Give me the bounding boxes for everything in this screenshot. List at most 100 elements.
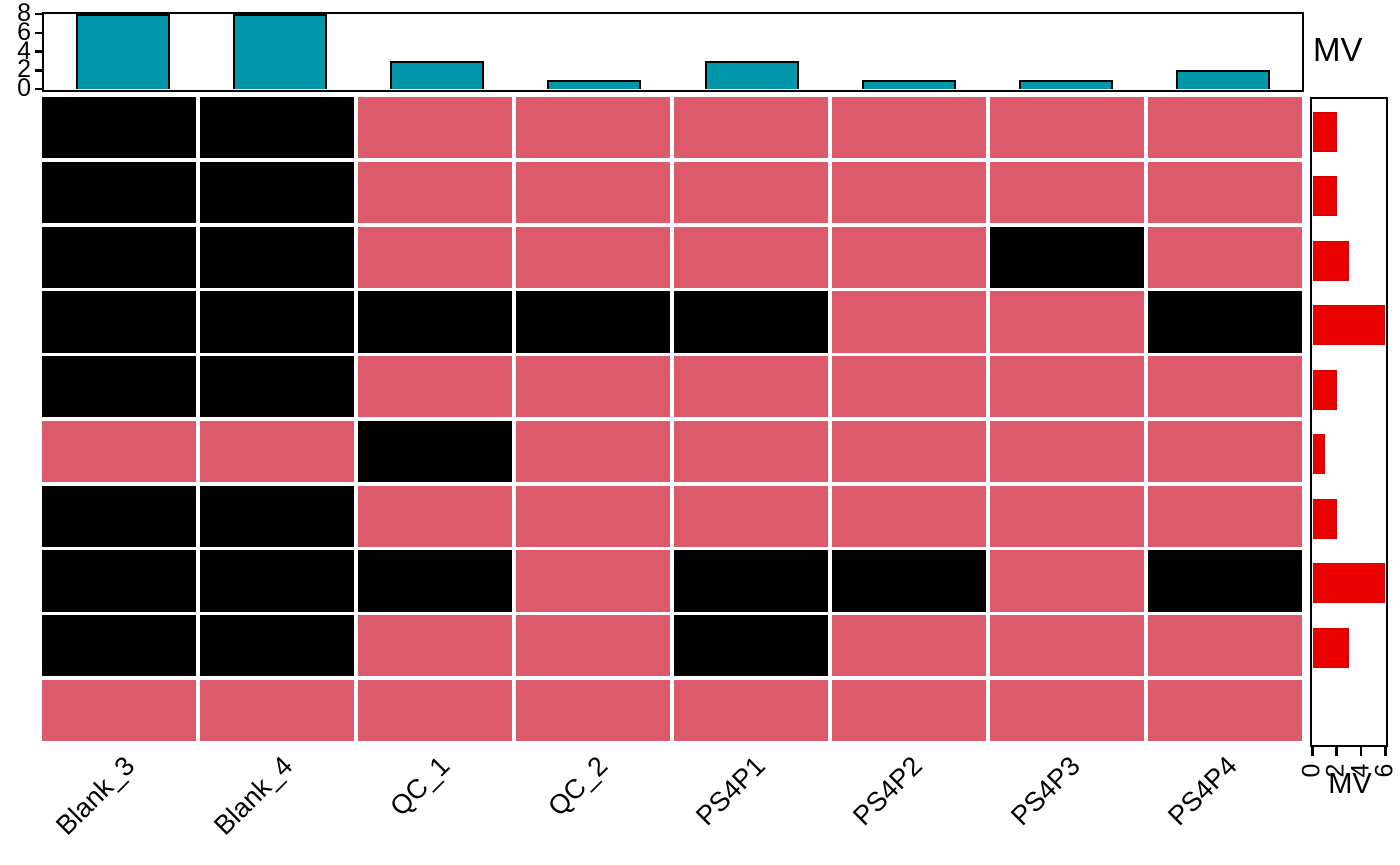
x-axis-tick bbox=[1335, 747, 1338, 756]
heatmap-cell-r6-PS4P1 bbox=[673, 420, 829, 482]
heatmap-cell-r9-Blank_3 bbox=[42, 615, 197, 677]
heatmap-cell-r9-PS4P4 bbox=[1147, 615, 1302, 677]
x-axis-tick bbox=[1384, 747, 1387, 756]
heatmap-cell-r5-QC_2 bbox=[515, 356, 671, 418]
heatmap-cell-r3-QC_1 bbox=[357, 226, 513, 288]
column-label-PS4P1: PS4P1 bbox=[689, 750, 771, 832]
y-axis-tick-label: 6 bbox=[17, 17, 31, 46]
heatmap-cell-r8-PS4P4 bbox=[1147, 550, 1302, 612]
heatmap-cell-r1-Blank_3 bbox=[42, 97, 197, 159]
heatmap-cell-r1-PS4P4 bbox=[1147, 97, 1302, 159]
heatmap-cell-r7-PS4P2 bbox=[831, 485, 987, 547]
top-bar-QC_1 bbox=[390, 60, 485, 89]
top-bar-Blank_3 bbox=[75, 14, 170, 89]
heatmap-cell-r1-QC_1 bbox=[357, 97, 513, 159]
heatmap-cell-r2-QC_1 bbox=[357, 161, 513, 223]
column-label-Blank_4: Blank_4 bbox=[207, 750, 299, 841]
row-bar-3 bbox=[1312, 240, 1349, 281]
heatmap-cell-r10-QC_1 bbox=[357, 679, 513, 741]
heatmap-cell-r7-QC_2 bbox=[515, 485, 671, 547]
row-bar-2 bbox=[1312, 176, 1337, 217]
row-bar-8 bbox=[1312, 563, 1385, 604]
top-barplot-bars bbox=[44, 14, 1302, 89]
y-axis-tick-label: 8 bbox=[17, 0, 31, 27]
heatmap-cell-r6-Blank_3 bbox=[42, 420, 197, 482]
heatmap-cell-r4-Blank_3 bbox=[42, 291, 197, 353]
heatmap-cell-r4-PS4P2 bbox=[831, 291, 987, 353]
heatmap-cell-r3-QC_2 bbox=[515, 226, 671, 288]
heatmap-cell-r2-PS4P3 bbox=[989, 161, 1145, 223]
x-axis-tick bbox=[1359, 747, 1363, 756]
heatmap-cell-r1-QC_2 bbox=[515, 97, 671, 159]
heatmap-cell-r7-PS4P4 bbox=[1147, 485, 1302, 547]
row-bar-7 bbox=[1312, 498, 1337, 539]
heatmap-cell-r10-PS4P1 bbox=[673, 679, 829, 741]
heatmap-cell-r4-PS4P4 bbox=[1147, 291, 1302, 353]
heatmap-cell-r6-PS4P4 bbox=[1147, 420, 1302, 482]
y-axis-tick bbox=[35, 87, 44, 91]
y-axis-tick-label: 0 bbox=[17, 74, 31, 102]
row-bar-5 bbox=[1312, 369, 1337, 410]
top-bar-QC_2 bbox=[547, 79, 642, 89]
row-bar-6 bbox=[1312, 434, 1325, 475]
heatmap-cell-r10-QC_2 bbox=[515, 679, 671, 741]
y-axis-tick-label: 2 bbox=[17, 55, 31, 84]
heatmap-cell-r10-PS4P2 bbox=[831, 679, 987, 741]
column-label-PS4P2: PS4P2 bbox=[847, 750, 929, 832]
y-axis-tick bbox=[35, 50, 44, 53]
column-label-QC_2: QC_2 bbox=[541, 750, 614, 822]
y-axis-tick bbox=[35, 69, 44, 72]
heatmap-cell-r5-PS4P4 bbox=[1147, 356, 1302, 418]
heatmap-cell-r4-Blank_4 bbox=[199, 291, 355, 353]
heatmap-cell-r5-Blank_4 bbox=[199, 356, 355, 418]
heatmap-cell-r5-PS4P2 bbox=[831, 356, 987, 418]
heatmap-cell-r4-QC_2 bbox=[515, 291, 671, 353]
heatmap-cell-r4-PS4P3 bbox=[989, 291, 1145, 353]
heatmap-cell-r1-Blank_4 bbox=[199, 97, 355, 159]
heatmap-cell-r3-PS4P3 bbox=[989, 226, 1145, 288]
heatmap-cell-r6-Blank_4 bbox=[199, 420, 355, 482]
heatmap-cell-r4-QC_1 bbox=[357, 291, 513, 353]
heatmap-cell-r3-PS4P4 bbox=[1147, 226, 1302, 288]
heatmap-cell-r7-Blank_3 bbox=[42, 485, 197, 547]
top-annotation-title: MV bbox=[1313, 31, 1363, 68]
row-bar-1 bbox=[1312, 111, 1337, 152]
heatmap-cell-r7-QC_1 bbox=[357, 485, 513, 547]
heatmap-cell-r8-PS4P2 bbox=[831, 550, 987, 612]
heatmap-cell-r6-QC_2 bbox=[515, 420, 671, 482]
heatmap-cell-r8-PS4P3 bbox=[989, 550, 1145, 612]
heatmap-cell-r2-PS4P1 bbox=[673, 161, 829, 223]
y-axis-tick bbox=[35, 31, 44, 34]
row-bar-4 bbox=[1312, 305, 1385, 346]
heatmap-cell-r8-QC_1 bbox=[357, 550, 513, 612]
heatmap-cell-r9-QC_2 bbox=[515, 615, 671, 677]
column-label-PS4P4: PS4P4 bbox=[1162, 750, 1244, 832]
top-bar-PS4P3 bbox=[1019, 79, 1114, 89]
heatmap-cell-r4-PS4P1 bbox=[673, 291, 829, 353]
heatmap-cell-r10-PS4P4 bbox=[1147, 679, 1302, 741]
heatmap-cell-r9-PS4P1 bbox=[673, 615, 829, 677]
heatmap-cell-r2-Blank_4 bbox=[199, 161, 355, 223]
heatmap-cell-r6-QC_1 bbox=[357, 420, 513, 482]
y-axis-tick bbox=[35, 12, 44, 16]
heatmap-cell-r10-PS4P3 bbox=[989, 679, 1145, 741]
top-bar-PS4P1 bbox=[704, 60, 799, 89]
heatmap-cell-r9-PS4P2 bbox=[831, 615, 987, 677]
heatmap-cell-r3-Blank_3 bbox=[42, 226, 197, 288]
column-labels: Blank_3 Blank_4 QC_1 QC_2 PS4P1 PS4P2 PS4P3 PS4… bbox=[42, 748, 1302, 863]
heatmap-cell-r3-PS4P1 bbox=[673, 226, 829, 288]
heatmap-cell-r2-Blank_3 bbox=[42, 161, 197, 223]
heatmap-cell-r2-PS4P4 bbox=[1147, 161, 1302, 223]
right-barplot-bars bbox=[1312, 100, 1385, 745]
heatmap-cell-r6-PS4P3 bbox=[989, 420, 1145, 482]
heatmap-cell-r7-PS4P1 bbox=[673, 485, 829, 547]
heatmap-cell-r5-QC_1 bbox=[357, 356, 513, 418]
column-label-PS4P3: PS4P3 bbox=[1004, 750, 1086, 832]
x-axis-tick bbox=[1311, 747, 1314, 756]
column-label-QC_1: QC_1 bbox=[384, 750, 456, 822]
y-axis-tick-label: 4 bbox=[17, 36, 31, 65]
top-bar-PS4P4 bbox=[1176, 70, 1271, 89]
